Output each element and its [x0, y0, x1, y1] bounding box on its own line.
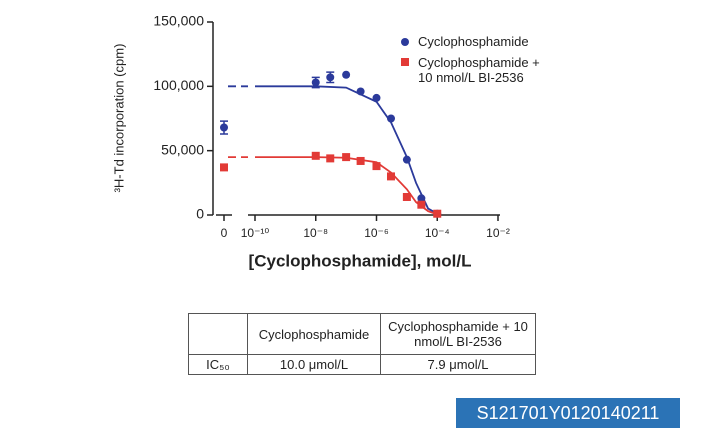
legend-marker [401, 38, 409, 46]
point [386, 114, 395, 123]
y-tick-label: 150,000 [153, 13, 204, 29]
point [356, 156, 365, 165]
x-tick-label: 0 [221, 226, 228, 240]
chart: ³H-Td incorporation (cpm) [Cyclophospham… [111, 13, 510, 271]
y-tick-label: 0 [196, 206, 204, 222]
table-row: IC₅₀ 10.0 μmol/L 7.9 μmol/L [188, 354, 536, 375]
point [342, 70, 351, 79]
point [433, 209, 442, 218]
x-tick-label: 10⁻¹⁰ [241, 226, 270, 240]
point [220, 123, 228, 132]
x-tick-label: 10⁻² [486, 226, 510, 240]
point [386, 172, 395, 181]
x-axis-label: [Cyclophosphamide], mol/L [249, 251, 472, 270]
y-tick-label: 50,000 [161, 141, 204, 157]
point [220, 163, 228, 172]
table-corner [188, 313, 248, 355]
point [356, 87, 365, 96]
y-tick-label: 100,000 [153, 77, 204, 93]
x-tick-label: 10⁻⁸ [303, 226, 328, 240]
point [326, 73, 335, 82]
legend-label: Cyclophosphamide + 10 nmol/L BI-2536 [418, 55, 540, 85]
y-axis-label: ³H-Td incorporation (cpm) [111, 44, 126, 193]
point [342, 153, 351, 162]
table-column-header: Cyclophosphamide + 10 nmol/L BI-2536 [380, 313, 536, 355]
point [417, 200, 426, 209]
legend-marker [401, 58, 409, 66]
x-tick-label: 10⁻⁴ [425, 226, 450, 240]
point [417, 194, 426, 203]
point [402, 155, 411, 164]
badge: S121701Y0120140211 [456, 398, 680, 428]
table-header: Cyclophosphamide Cyclophosphamide + 10 n… [188, 313, 536, 355]
point [326, 154, 335, 163]
table-cell: 10.0 μmol/L [247, 354, 381, 375]
table-row-label: IC₅₀ [188, 354, 248, 375]
ic50-table: Cyclophosphamide Cyclophosphamide + 10 n… [188, 313, 536, 375]
point [311, 151, 320, 160]
table-column-header: Cyclophosphamide [247, 313, 381, 355]
point [402, 192, 411, 201]
point [311, 78, 320, 87]
x-tick-label: 10⁻⁶ [364, 226, 389, 240]
point [372, 93, 381, 102]
table-cell: 7.9 μmol/L [380, 354, 536, 375]
legend-label: Cyclophosphamide [418, 34, 529, 49]
point [372, 162, 381, 171]
